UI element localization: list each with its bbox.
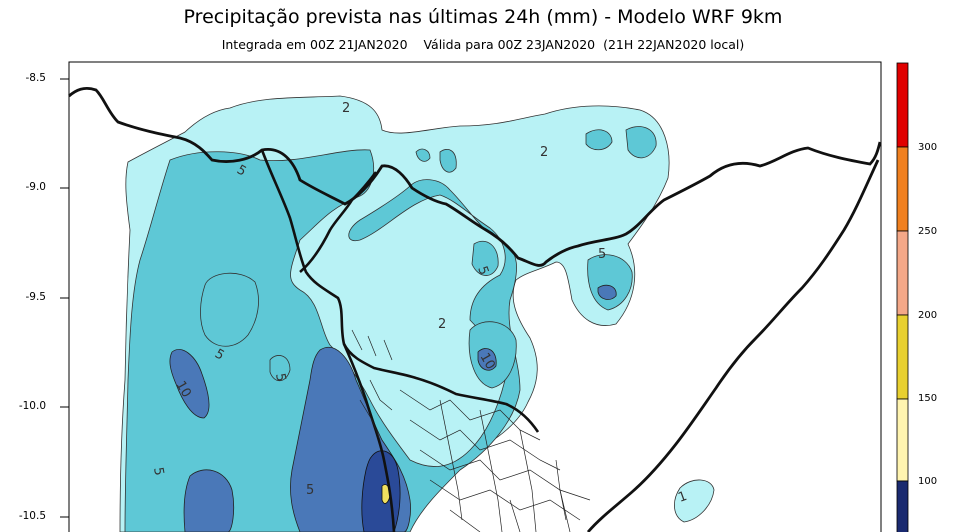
- y-tick-label: -10.0: [18, 400, 46, 412]
- y-tick-label: -9.0: [25, 181, 47, 193]
- colorbar-label: 150: [918, 393, 938, 404]
- precip-area-light-se: [674, 479, 715, 523]
- contour-label: 2: [438, 317, 446, 332]
- precip-cell-medium-5: [439, 149, 457, 173]
- map-subtitle: Integrada em 00Z 21JAN2020 Válida para 0…: [221, 37, 745, 52]
- contour-label: 5: [272, 372, 288, 383]
- precip-cell-medium-2: [625, 126, 657, 159]
- y-tick-label: -10.5: [18, 510, 46, 522]
- contour-label: 5: [598, 247, 606, 262]
- y-tick-label: -9.5: [25, 291, 47, 303]
- contour-label: 10: [477, 351, 498, 373]
- precip-cell-dark-1: [169, 349, 210, 419]
- border-line-north: [68, 87, 882, 267]
- contour-label: 5: [150, 466, 166, 477]
- colorbar-label: 200: [918, 310, 938, 321]
- border-line-east: [586, 159, 880, 532]
- border-line-inner-2: [299, 171, 378, 273]
- precip-cell-medium-3: [587, 254, 633, 311]
- colorbar-label: 100: [918, 476, 938, 487]
- y-tick-label: -8.5: [25, 72, 47, 84]
- precip-cell-dark-4: [597, 284, 617, 300]
- map-title: Precipitação prevista nas últimas 24h (m…: [183, 6, 783, 28]
- precip-cell-medium-1: [585, 129, 613, 151]
- precip-cell-medium-6: [471, 240, 499, 276]
- border-line-inner-1: [260, 149, 540, 433]
- colorbar-label: 300: [918, 142, 938, 153]
- precip-cell-dark-2: [183, 469, 235, 532]
- precip-cell-dark-3: [477, 348, 497, 371]
- contour-label: 10: [173, 379, 194, 401]
- contour-label: 2: [540, 145, 548, 160]
- precip-area-medium: [124, 149, 521, 532]
- y-axis-ticks: [60, 78, 69, 518]
- precip-cell-medium-4: [415, 148, 431, 162]
- precip-core-darker: [361, 450, 401, 532]
- border-line-inner-3: [342, 343, 396, 532]
- colorbar: [896, 62, 909, 532]
- contour-label: 2: [342, 101, 350, 116]
- precip-cell-medium-8: [269, 355, 291, 382]
- contour-label: 5: [306, 483, 314, 498]
- municipal-borders: [351, 329, 591, 532]
- colorbar-label: 250: [918, 226, 938, 237]
